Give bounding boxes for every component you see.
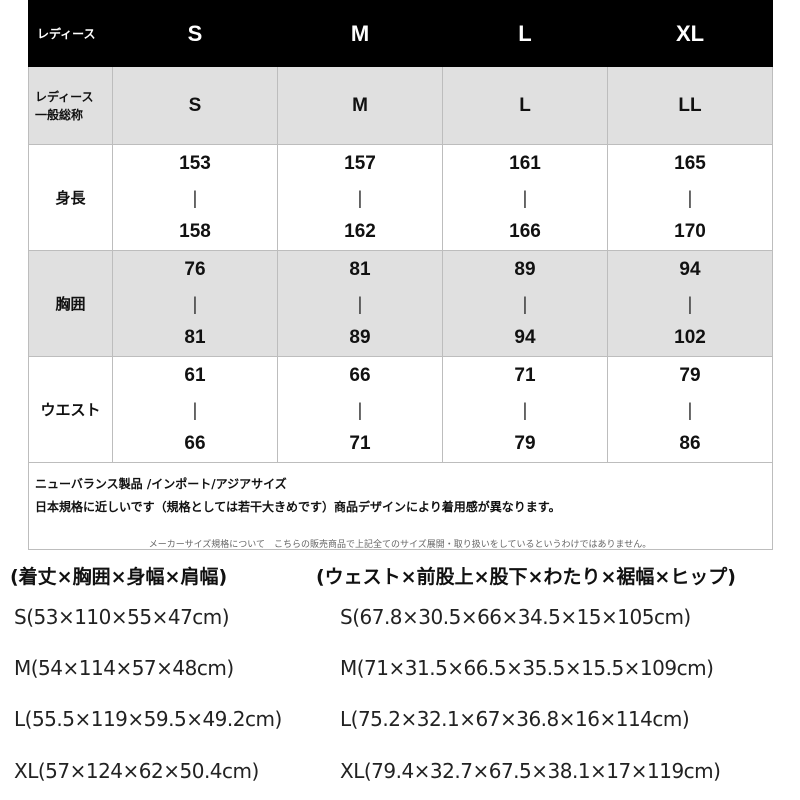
range-max: 158 xyxy=(179,220,211,242)
range-min: 81 xyxy=(349,258,371,280)
range-separator: | xyxy=(687,293,693,314)
top-measure-row: M(54×114×57×48cm) xyxy=(14,656,234,680)
bottom-measure-row: L(75.2×32.1×67×36.8×16×114cm) xyxy=(340,707,690,731)
general-label-line1: レディース xyxy=(35,89,94,104)
header-size: XL xyxy=(607,0,773,67)
top-measure-row: L(55.5×119×59.5×49.2cm) xyxy=(14,707,282,731)
range-cell: 76 | 81 xyxy=(112,250,278,357)
range-cell: 89 | 94 xyxy=(442,250,608,357)
range-separator: | xyxy=(192,293,198,314)
range-separator: | xyxy=(192,399,198,420)
height-row: 身長 153 | 158 157 | 162 161 | 166 165 | 170 xyxy=(28,144,773,251)
general-size: M xyxy=(277,66,443,145)
range-cell: 71 | 79 xyxy=(442,356,608,463)
range-separator: | xyxy=(357,187,363,208)
range-min: 157 xyxy=(344,152,376,174)
range-separator: | xyxy=(522,293,528,314)
range-cell: 81 | 89 xyxy=(277,250,443,357)
range-cell: 66 | 71 xyxy=(277,356,443,463)
range-cell: 61 | 66 xyxy=(112,356,278,463)
range-max: 81 xyxy=(184,326,206,348)
note-cell: ニューバランス製品 /インポート/アジアサイズ 日本規格に近しいです（規格として… xyxy=(28,462,773,550)
top-measure-title: (着丈×胸囲×身幅×肩幅) xyxy=(10,566,228,588)
chest-row: 胸囲 76 | 81 81 | 89 89 | 94 94 | 102 xyxy=(28,250,773,357)
top-measure-row: XL(57×124×62×50.4cm) xyxy=(14,759,259,783)
range-cell: 94 | 102 xyxy=(607,250,773,357)
range-max: 94 xyxy=(514,326,536,348)
range-min: 89 xyxy=(514,258,536,280)
row-label: 身長 xyxy=(28,144,113,251)
range-cell: 161 | 166 xyxy=(442,144,608,251)
size-header-row: レディース S M L XL xyxy=(28,0,773,67)
range-separator: | xyxy=(357,399,363,420)
general-size: L xyxy=(442,66,608,145)
range-min: 94 xyxy=(679,258,701,280)
range-separator: | xyxy=(687,399,693,420)
range-min: 79 xyxy=(679,364,701,386)
range-max: 102 xyxy=(674,326,706,348)
size-chart-table: レディース S M L XL レディース 一般総称 S M L LL 身長 15… xyxy=(28,0,773,550)
row-label: ウエスト xyxy=(28,356,113,463)
range-min: 161 xyxy=(509,152,541,174)
note-line: 日本規格に近しいです（規格としては若干大きめです）商品デザインにより着用感が異な… xyxy=(35,500,561,514)
general-label-line2: 一般総称 xyxy=(35,107,84,122)
range-max: 89 xyxy=(349,326,371,348)
range-separator: | xyxy=(522,399,528,420)
range-separator: | xyxy=(522,187,528,208)
header-size: M xyxy=(277,0,443,67)
general-size: LL xyxy=(607,66,773,145)
range-min: 165 xyxy=(674,152,706,174)
bottom-measure-title: (ウェスト×前股上×股下×わたり×裾幅×ヒップ) xyxy=(316,566,736,588)
range-separator: | xyxy=(357,293,363,314)
range-cell: 79 | 86 xyxy=(607,356,773,463)
bottom-measure-row: M(71×31.5×66.5×35.5×15.5×109cm) xyxy=(340,656,714,680)
note-line: ニューバランス製品 /インポート/アジアサイズ xyxy=(35,477,287,491)
range-max: 66 xyxy=(184,432,206,454)
general-size: S xyxy=(112,66,278,145)
range-cell: 165 | 170 xyxy=(607,144,773,251)
general-size-row: レディース 一般総称 S M L LL xyxy=(28,66,773,145)
header-size: S xyxy=(112,0,278,67)
general-label: レディース 一般総称 xyxy=(28,66,113,145)
range-max: 166 xyxy=(509,220,541,242)
waist-row: ウエスト 61 | 66 66 | 71 71 | 79 79 | 86 xyxy=(28,356,773,463)
range-separator: | xyxy=(687,187,693,208)
range-cell: 153 | 158 xyxy=(112,144,278,251)
range-max: 170 xyxy=(674,220,706,242)
range-cell: 157 | 162 xyxy=(277,144,443,251)
range-separator: | xyxy=(192,187,198,208)
range-min: 61 xyxy=(184,364,206,386)
row-label: 胸囲 xyxy=(28,250,113,357)
range-min: 76 xyxy=(184,258,206,280)
header-size: L xyxy=(442,0,608,67)
range-max: 86 xyxy=(679,432,701,454)
note-row: ニューバランス製品 /インポート/アジアサイズ 日本規格に近しいです（規格として… xyxy=(28,462,773,550)
range-min: 71 xyxy=(514,364,536,386)
range-min: 66 xyxy=(349,364,371,386)
bottom-measure-row: XL(79.4×32.7×67.5×38.1×17×119cm) xyxy=(340,759,721,783)
header-label: レディース xyxy=(28,0,113,67)
bottom-measure-row: S(67.8×30.5×66×34.5×15×105cm) xyxy=(340,605,691,629)
range-min: 153 xyxy=(179,152,211,174)
disclaimer-text: メーカーサイズ規格について こちらの販売商品で上記全てのサイズ展開・取り扱いをし… xyxy=(148,540,652,550)
range-max: 79 xyxy=(514,432,536,454)
range-max: 162 xyxy=(344,220,376,242)
top-measure-row: S(53×110×55×47cm) xyxy=(14,605,230,629)
range-max: 71 xyxy=(349,432,371,454)
